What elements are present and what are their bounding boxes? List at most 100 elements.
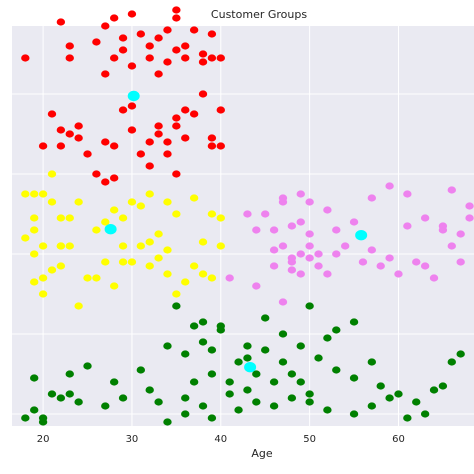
data-point <box>278 198 288 206</box>
data-point <box>65 214 74 222</box>
data-point <box>136 242 146 250</box>
centroid-point <box>244 362 257 373</box>
data-point <box>429 274 439 282</box>
data-point <box>92 38 101 46</box>
x-tick-label: 20 <box>37 434 50 445</box>
data-point <box>154 398 163 406</box>
data-point <box>305 230 314 238</box>
data-point <box>367 358 377 366</box>
data-point <box>198 90 208 98</box>
data-point <box>189 194 199 202</box>
data-point <box>181 394 190 402</box>
data-point <box>136 366 146 374</box>
data-point <box>367 194 377 202</box>
data-point <box>216 242 225 250</box>
data-point <box>296 270 305 278</box>
data-point <box>172 290 181 298</box>
data-point <box>92 274 101 282</box>
data-point <box>198 50 208 58</box>
data-point <box>305 242 314 250</box>
data-point <box>287 254 297 262</box>
data-point <box>287 394 297 402</box>
data-point <box>420 214 430 222</box>
data-point <box>207 346 217 354</box>
data-point <box>278 298 288 306</box>
data-point <box>456 350 465 358</box>
data-point <box>154 122 163 130</box>
x-tick-label: 60 <box>392 434 405 445</box>
data-point <box>216 326 225 334</box>
data-point <box>118 214 128 222</box>
data-point <box>109 14 119 22</box>
data-point <box>127 126 137 134</box>
data-point <box>172 210 181 218</box>
data-point <box>252 398 261 406</box>
plot-area <box>12 26 474 426</box>
data-point <box>243 386 252 394</box>
data-point <box>305 390 314 398</box>
data-point <box>349 374 359 382</box>
data-point <box>438 382 448 390</box>
data-point <box>172 114 181 122</box>
data-point <box>314 262 323 270</box>
data-point <box>30 190 39 198</box>
data-point <box>287 266 297 274</box>
data-point <box>154 230 163 238</box>
data-point <box>172 302 181 310</box>
data-point <box>163 58 172 66</box>
data-point <box>65 54 74 62</box>
data-point <box>225 390 234 398</box>
data-point <box>101 258 110 266</box>
data-point <box>189 378 199 386</box>
data-point <box>420 410 430 418</box>
data-point <box>358 258 368 266</box>
data-point <box>163 198 172 206</box>
data-point <box>323 334 332 342</box>
data-point <box>136 150 146 158</box>
data-point <box>163 342 172 350</box>
data-point <box>207 370 217 378</box>
data-point <box>74 134 83 142</box>
data-point <box>412 398 421 406</box>
data-point <box>56 214 66 222</box>
data-point <box>47 266 57 274</box>
data-point <box>145 262 154 270</box>
data-point <box>118 106 128 114</box>
data-point <box>56 126 66 134</box>
data-point <box>118 46 128 54</box>
data-point <box>38 142 48 150</box>
data-point <box>278 358 288 366</box>
data-point <box>234 358 243 366</box>
data-point <box>101 402 110 410</box>
data-point <box>447 242 456 250</box>
data-point <box>83 274 92 282</box>
data-point <box>109 378 119 386</box>
data-point <box>127 198 137 206</box>
data-point <box>198 338 208 346</box>
data-point <box>261 314 270 322</box>
data-point <box>21 234 30 242</box>
data-point <box>349 218 359 226</box>
data-point <box>30 406 39 414</box>
data-point <box>172 6 181 14</box>
data-point <box>438 226 448 234</box>
data-point <box>403 190 412 198</box>
data-point <box>74 198 83 206</box>
data-point <box>145 238 154 246</box>
data-point <box>38 274 48 282</box>
centroid-point <box>104 224 117 235</box>
data-point <box>234 406 243 414</box>
data-point <box>181 54 190 62</box>
data-point <box>118 394 128 402</box>
data-point <box>181 278 190 286</box>
data-point <box>456 230 465 238</box>
data-point <box>145 42 154 50</box>
data-point <box>172 14 181 22</box>
data-point <box>269 378 279 386</box>
data-point <box>109 282 119 290</box>
data-points <box>21 6 474 426</box>
data-point <box>56 242 66 250</box>
data-point <box>429 386 439 394</box>
data-point <box>207 134 217 142</box>
